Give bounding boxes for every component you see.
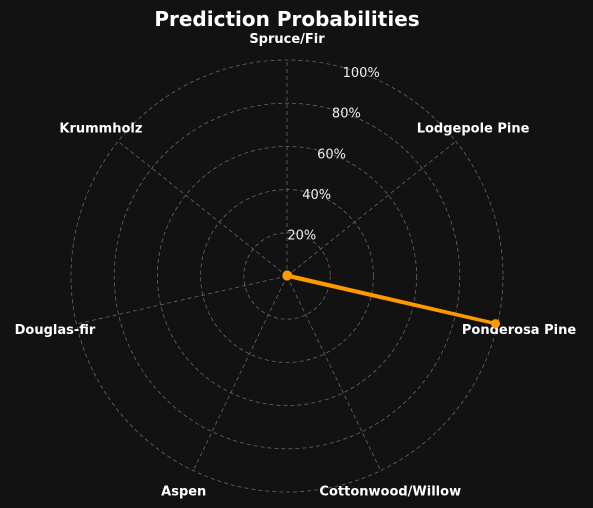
radial-tick-labels: 20% 40% 60% 80% 100% [287,66,379,243]
category-label-5: Aspen [161,484,206,499]
grid-ring-5 [70,59,504,493]
category-label-1: Spruce/Fir [249,32,325,47]
spoke-6 [76,275,288,325]
spoke-7 [117,141,288,277]
tick-label-5: 100% [343,66,380,81]
tick-label-1: 20% [287,228,316,243]
chart-title: Prediction Probabilities [154,7,419,31]
tick-label-4: 80% [332,107,361,122]
data-point-3 [490,319,500,329]
category-label-2: Lodgepole Pine [417,122,530,137]
series-line [285,273,498,326]
category-label-7: Krummholz [59,122,142,137]
category-label-3: Ponderosa Pine [462,323,576,338]
category-labels: Spruce/Fir Lodgepole Pine Ponderosa Pine Co… [15,32,577,499]
spoke-5 [192,275,288,471]
category-label-4: Cottonwood/Willow [319,484,461,499]
series-layer [282,270,500,329]
data-point-7 [282,271,292,281]
spoke-4 [286,275,382,471]
tick-label-3: 60% [317,147,346,162]
tick-label-2: 40% [302,188,331,203]
spoke-2 [286,141,457,277]
category-label-6: Douglas-fir [15,323,96,338]
radar-grid [70,59,504,493]
grid-ring-4 [113,102,461,450]
